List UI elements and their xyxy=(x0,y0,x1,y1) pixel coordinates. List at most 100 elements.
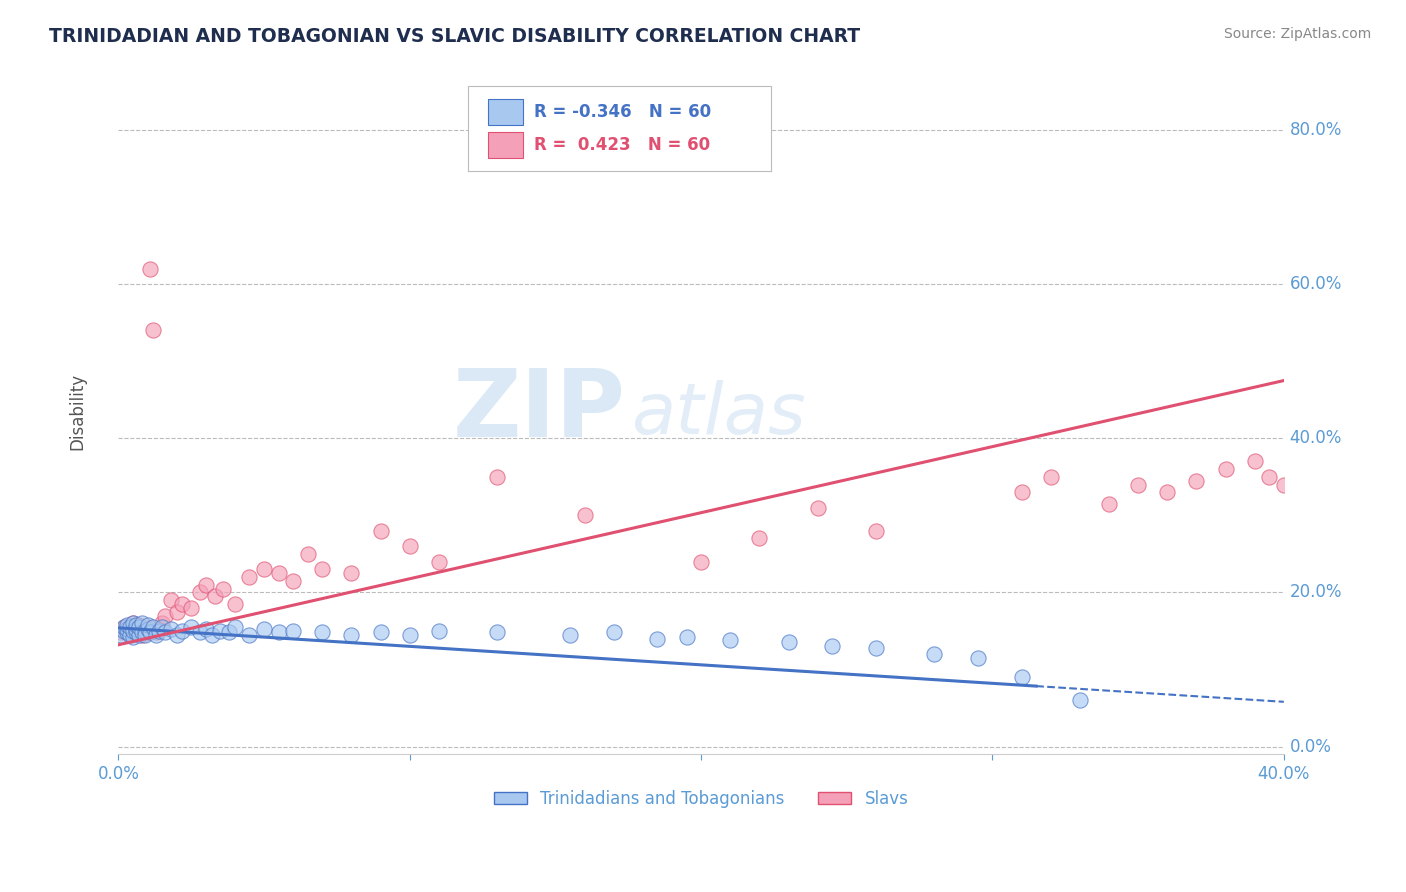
Point xyxy=(131,616,153,631)
Point xyxy=(340,566,363,581)
Text: R =  0.423   N = 60: R = 0.423 N = 60 xyxy=(534,136,710,153)
Text: Source: ZipAtlas.com: Source: ZipAtlas.com xyxy=(1223,27,1371,41)
Point xyxy=(188,585,211,599)
Point xyxy=(134,624,156,638)
Point xyxy=(118,628,141,642)
Point xyxy=(122,625,145,640)
Point xyxy=(201,628,224,642)
Point xyxy=(224,620,246,634)
Point xyxy=(166,628,188,642)
Point xyxy=(194,578,217,592)
FancyBboxPatch shape xyxy=(488,132,523,158)
Point xyxy=(1215,462,1237,476)
Point xyxy=(131,628,153,642)
Point xyxy=(1098,497,1121,511)
Point xyxy=(212,582,235,596)
Text: 0.0%: 0.0% xyxy=(1289,738,1331,756)
Text: 20.0%: 20.0% xyxy=(1289,583,1343,601)
Point xyxy=(122,616,145,631)
Point xyxy=(145,625,167,640)
Point xyxy=(558,628,581,642)
Point xyxy=(574,508,596,523)
Point xyxy=(647,632,669,646)
Point xyxy=(1243,454,1265,468)
Point xyxy=(115,617,138,632)
Point xyxy=(125,623,148,637)
Point xyxy=(150,616,173,631)
Point xyxy=(128,628,150,642)
Point xyxy=(150,620,173,634)
Point xyxy=(224,597,246,611)
Point xyxy=(110,625,132,640)
Point xyxy=(118,620,141,634)
Point xyxy=(1011,485,1033,500)
Point xyxy=(370,524,392,538)
Point xyxy=(115,624,138,638)
Point xyxy=(311,562,333,576)
Point xyxy=(148,624,170,638)
Point xyxy=(112,623,135,637)
Point xyxy=(118,620,141,634)
Text: 80.0%: 80.0% xyxy=(1289,121,1343,139)
Point xyxy=(194,623,217,637)
Point xyxy=(865,640,887,655)
Point xyxy=(112,620,135,634)
Point xyxy=(125,617,148,632)
Point xyxy=(238,628,260,642)
Point xyxy=(1069,693,1091,707)
Point xyxy=(125,625,148,640)
Text: Disability: Disability xyxy=(69,373,87,450)
Point xyxy=(1011,670,1033,684)
Point xyxy=(253,562,276,576)
Point xyxy=(204,589,226,603)
Point xyxy=(115,625,138,640)
Point xyxy=(131,624,153,638)
Point xyxy=(128,617,150,632)
Point xyxy=(311,625,333,640)
Point xyxy=(748,532,770,546)
Point xyxy=(209,624,232,638)
Point xyxy=(922,647,945,661)
Legend: Trinidadians and Tobagonians, Slavs: Trinidadians and Tobagonians, Slavs xyxy=(486,783,915,814)
Point xyxy=(128,620,150,634)
Point xyxy=(112,624,135,638)
Point xyxy=(122,624,145,638)
Point xyxy=(142,323,165,337)
Text: 60.0%: 60.0% xyxy=(1289,276,1343,293)
Point xyxy=(159,593,181,607)
Point xyxy=(1039,470,1062,484)
Point xyxy=(340,628,363,642)
Point xyxy=(142,620,165,634)
Point xyxy=(1128,477,1150,491)
Point xyxy=(1302,492,1324,507)
Point xyxy=(370,625,392,640)
Point xyxy=(136,617,159,632)
Point xyxy=(778,635,800,649)
Point xyxy=(675,630,697,644)
Point xyxy=(865,524,887,538)
Point xyxy=(253,623,276,637)
Point xyxy=(807,500,830,515)
Point xyxy=(172,597,194,611)
Point xyxy=(398,628,420,642)
Point xyxy=(172,624,194,638)
Point xyxy=(153,608,176,623)
Point xyxy=(218,625,240,640)
Point xyxy=(267,625,290,640)
Point xyxy=(125,623,148,637)
Point xyxy=(1156,485,1178,500)
Point xyxy=(118,628,141,642)
Text: TRINIDADIAN AND TOBAGONIAN VS SLAVIC DISABILITY CORRELATION CHART: TRINIDADIAN AND TOBAGONIAN VS SLAVIC DIS… xyxy=(49,27,860,45)
Point xyxy=(122,630,145,644)
Point xyxy=(128,625,150,640)
Point xyxy=(136,620,159,634)
Point xyxy=(1185,474,1208,488)
Point xyxy=(139,625,162,640)
Text: ZIP: ZIP xyxy=(453,366,626,458)
Point xyxy=(967,651,990,665)
Point xyxy=(1258,470,1281,484)
Point xyxy=(148,623,170,637)
Point xyxy=(486,470,509,484)
Point xyxy=(267,566,290,581)
Point xyxy=(136,623,159,637)
